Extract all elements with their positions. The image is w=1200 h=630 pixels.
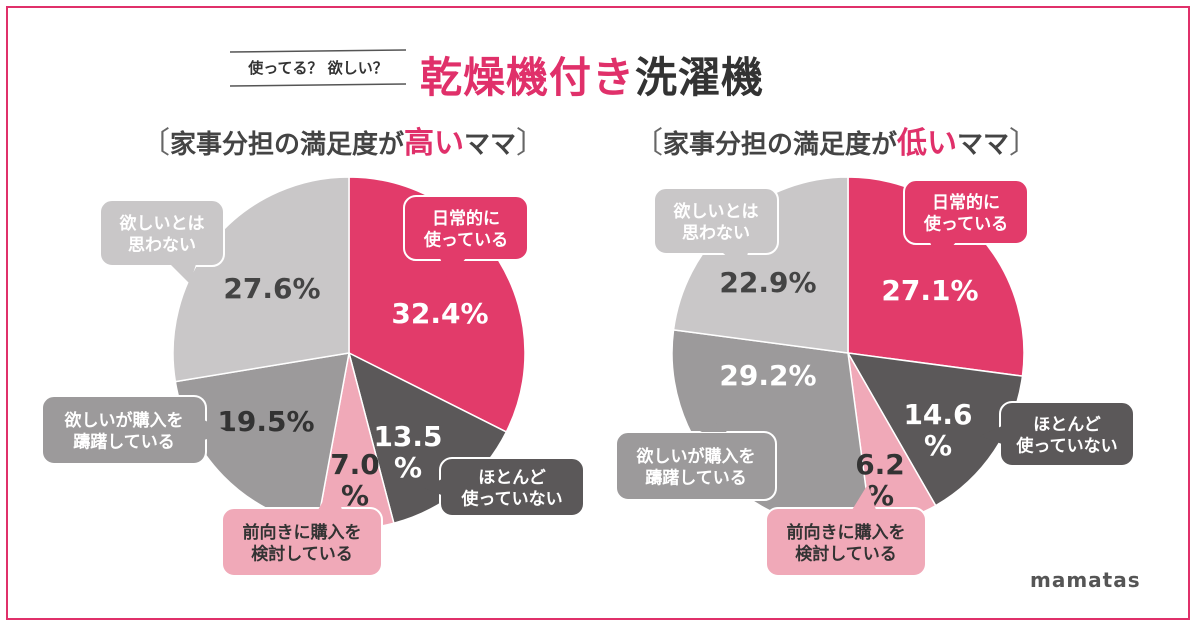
callout-box — [403, 195, 529, 261]
header-subtitle-lines — [230, 49, 406, 87]
callout-label: 前向きに購入を検討している — [243, 522, 362, 564]
callout-label: 欲しいが購入を躊躇している — [64, 410, 184, 452]
callout-tail — [424, 478, 444, 496]
header-subtitle-box: 使ってる？ 欲しい？ — [230, 48, 406, 88]
callout-daily-use: 日常的に使っている — [403, 195, 529, 280]
callout-tail — [852, 484, 876, 510]
callout-tail — [980, 426, 1002, 444]
right-title-accent: 低い — [897, 126, 958, 161]
left-title-post: ママ — [464, 130, 517, 160]
pie-chart-2: 27.1%14.6 %6.2 %29.2%22.9%日常的に使っているほとんど使って… — [615, 176, 1135, 577]
right-bracket-open: 〔 — [633, 126, 663, 161]
callout-not-wanted: 欲しいとは思わない — [99, 199, 225, 284]
left-bracket-open: 〔 — [140, 126, 170, 161]
callout-tail — [930, 242, 956, 264]
callout-label: 欲しいとは思わない — [673, 201, 759, 243]
pie-chart-1: 32.4% 13.5 %7.0 % 19.5% 27.6% 日常的に使っているほとんど使って… — [41, 176, 585, 577]
callout-label: ほとんど使っていない — [460, 468, 562, 509]
callout-box — [653, 187, 779, 255]
callout-label: ほとんど使っていない — [1015, 415, 1117, 456]
callout-box — [903, 179, 1029, 245]
callout-label: 前向きに購入を検討している — [787, 522, 906, 564]
callout-tail — [170, 264, 196, 284]
callout-hesitating: 欲しいが購入を躊躇している — [615, 410, 777, 501]
value-label-hesitating: 29.2% — [719, 359, 816, 392]
callout-rarely-use: ほとんど使っていない — [424, 457, 585, 517]
left-bracket-close: 〕 — [516, 126, 547, 161]
callout-box — [99, 199, 225, 267]
value-label-not-wanted: 22.9% — [719, 266, 816, 299]
callout-tail — [204, 420, 228, 440]
callout-considering: 前向きに購入を検討している — [221, 482, 383, 577]
value-label-daily-use: 32.4% — [391, 297, 488, 330]
header-title-pink: 乾燥機付き — [420, 53, 636, 102]
callout-tail — [440, 258, 466, 280]
value-label-rarely-use: 14.6% — [903, 398, 972, 462]
callout-tail — [318, 482, 342, 510]
right-title-post: ママ — [957, 130, 1010, 160]
callout-tail — [722, 252, 748, 272]
callout-considering: 前向きに購入を検討している — [765, 484, 927, 577]
right-panel-title: 〔家事分担の満足度が低いママ〕 — [633, 118, 1039, 162]
right-title-pre: 家事分担の満足度が — [663, 130, 898, 160]
right-bracket-close: 〕 — [1009, 126, 1040, 161]
callout-not-wanted: 欲しいとは思わない — [653, 187, 779, 272]
callout-label: 欲しいが購入を躊躇している — [636, 446, 756, 488]
callout-tail — [700, 410, 742, 432]
value-label-daily-use: 27.1% — [881, 274, 978, 307]
left-panel-title: 〔家事分担の満足度が高いママ〕 — [140, 118, 546, 162]
value-label-not-wanted: 27.6% — [223, 272, 320, 305]
value-label-rarely-use: 13.5% — [373, 420, 442, 484]
header-title-dark: 洗濯機 — [635, 53, 765, 102]
callout-label: 日常的に使っている — [423, 208, 508, 250]
callout-hesitating: 欲しいが購入を躊躇している — [41, 395, 228, 465]
callout-daily-use: 日常的に使っている — [903, 179, 1029, 264]
brand-logo: mamatas — [1030, 568, 1141, 592]
left-title-accent: 高い — [404, 126, 465, 161]
pie-slice-rarely-use — [846, 352, 1024, 507]
callout-box — [765, 507, 927, 577]
callout-box — [221, 507, 383, 577]
callout-rarely-use: ほとんど使っていない — [980, 401, 1135, 467]
callout-label: 日常的に使っている — [923, 192, 1008, 234]
value-label-considering: 7.0% — [330, 448, 380, 512]
left-title-pre: 家事分担の満足度が — [170, 130, 405, 160]
header-title: 乾燥機付き洗濯機 — [420, 44, 764, 105]
value-label-hesitating: 19.5% — [217, 405, 314, 438]
header-subtitle: 使ってる？ 欲しい？ — [248, 59, 388, 77]
callout-label: 欲しいとは思わない — [119, 213, 205, 255]
callout-box — [615, 431, 777, 501]
